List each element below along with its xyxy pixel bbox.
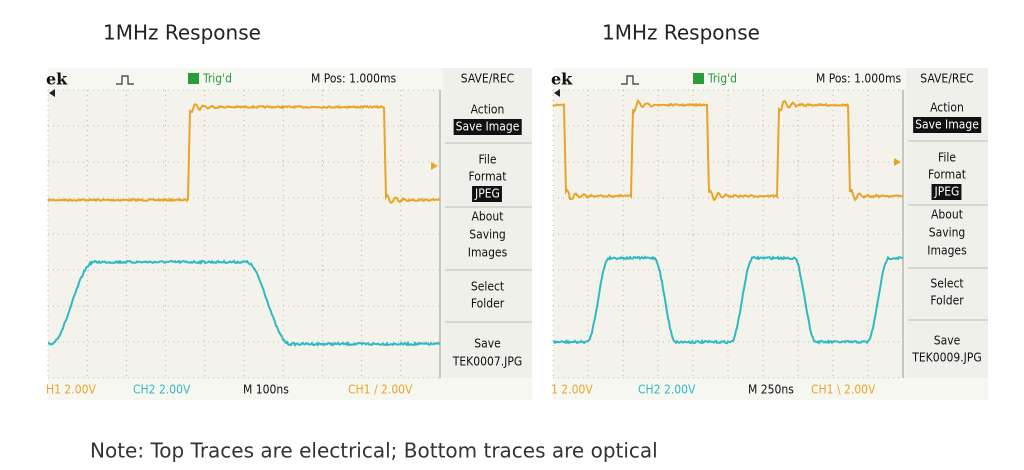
menu-item: Saving	[469, 228, 506, 242]
trigger-status: Trig'd	[707, 72, 737, 86]
menu-item-selected: JPEG	[474, 187, 500, 201]
optical-trace	[552, 254, 904, 345]
menu-item: File	[479, 153, 497, 167]
panel-title: 1MHz Response	[602, 21, 760, 45]
menu-highlight	[913, 117, 982, 133]
menu-item: TEK0007.JPG	[452, 355, 522, 369]
position-arrow	[554, 89, 560, 97]
menu-item: About	[931, 208, 963, 222]
top-bar	[553, 68, 988, 90]
menu-highlight	[453, 119, 522, 135]
logo: ek	[46, 70, 68, 89]
trigger-icon	[693, 73, 704, 84]
menu-item: Format	[928, 168, 966, 182]
menu-item: Save	[474, 337, 501, 351]
electrical-trace	[552, 98, 904, 202]
trigger-icon	[188, 73, 199, 84]
logo: ek	[551, 70, 573, 89]
timebase: M 100ns	[243, 383, 289, 397]
menu-item: Folder	[471, 297, 505, 311]
menu-item: Images	[468, 246, 508, 260]
menu-item: About	[472, 210, 504, 224]
panel-title: 1MHz Response	[103, 21, 261, 45]
menu-title: SAVE/REC	[461, 72, 514, 86]
scope-panel: 1MHz Response ek Trig'd M Pos: 1.000ms SAVE/…	[46, 21, 532, 400]
bottom-bar	[48, 378, 532, 400]
menu-highlight	[472, 186, 502, 202]
menu-item: Action	[471, 103, 505, 117]
menu-item-selected: Save Image	[915, 118, 979, 132]
menu-item: Format	[469, 170, 507, 184]
trigger-setting: CH1 / 2.00V	[348, 383, 413, 397]
menu-item: Images	[927, 244, 967, 258]
menu-highlight	[931, 184, 962, 200]
menu-item: Save	[934, 334, 961, 348]
menu-item-selected: Save Image	[456, 120, 520, 134]
bottom-bar	[553, 378, 988, 400]
ch1-scale: H1 2.00V	[46, 383, 96, 397]
menu-item: Folder	[930, 294, 964, 308]
trigger-setting: CH1 \ 2.00V	[811, 383, 876, 397]
menu-item: Select	[471, 280, 504, 294]
scope-panel: 1MHz Response ek Trig'd M Pos: 1.000ms SAVE/…	[551, 21, 988, 400]
acquisition-icon	[116, 75, 134, 85]
position-readout: M Pos: 1.000ms	[816, 72, 902, 86]
menu-item-selected: JPEG	[934, 185, 960, 199]
trigger-level-marker	[431, 162, 438, 170]
trigger-level-marker	[894, 158, 901, 166]
menu-item: Select	[930, 277, 963, 291]
ch1-scale: 1 2.00V	[551, 383, 593, 397]
menu-item: File	[938, 151, 956, 165]
timebase: M 250ns	[748, 383, 794, 397]
top-bar	[48, 68, 532, 90]
acquisition-icon	[621, 75, 639, 85]
trigger-status: Trig'd	[202, 72, 232, 86]
menu-item: Saving	[929, 226, 966, 240]
electrical-trace	[47, 103, 441, 204]
menu-title: SAVE/REC	[920, 72, 973, 86]
note: Note: Top Traces are electrical; Bottom …	[90, 439, 658, 463]
position-readout: M Pos: 1.000ms	[311, 72, 397, 86]
ch2-scale: CH2 2.00V	[638, 383, 696, 397]
ch2-scale: CH2 2.00V	[133, 383, 191, 397]
menu-background	[906, 68, 988, 378]
menu-item: TEK0009.JPG	[911, 351, 981, 365]
position-arrow	[49, 89, 55, 97]
menu-item: Action	[930, 101, 964, 115]
optical-trace	[47, 259, 441, 347]
